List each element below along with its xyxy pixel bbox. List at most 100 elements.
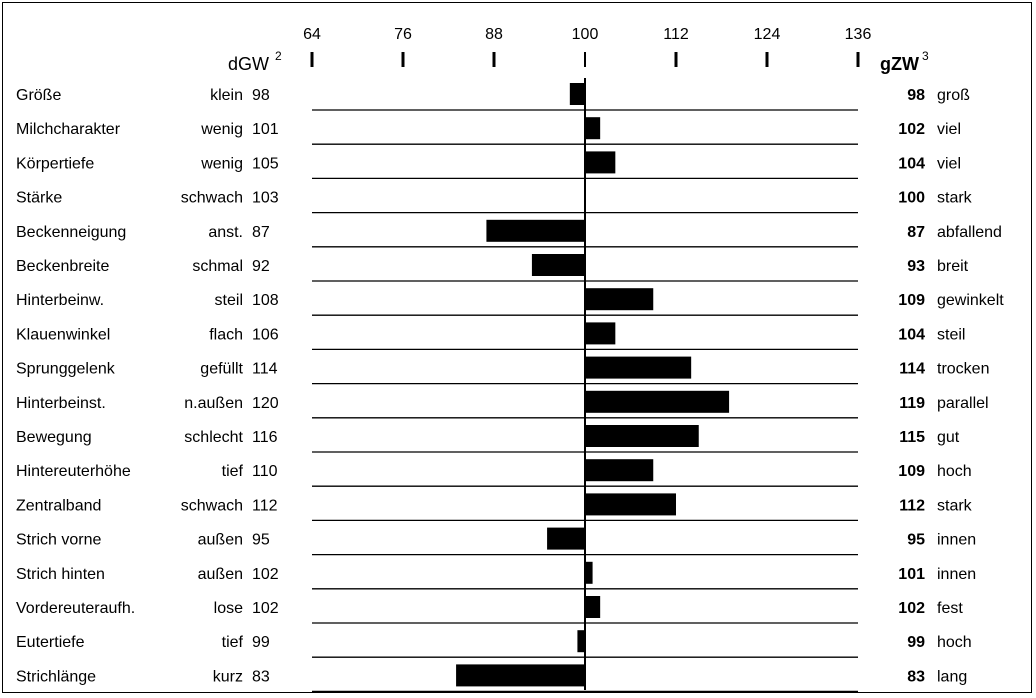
low-pole-label: wenig <box>200 155 243 172</box>
gzw-value: 100 <box>898 190 925 207</box>
high-pole-label: hoch <box>937 634 972 651</box>
gzw-value: 87 <box>907 224 925 241</box>
tick-label: 88 <box>485 26 503 43</box>
dgw-value: 108 <box>252 292 279 309</box>
dgw-value: 106 <box>252 326 279 343</box>
trait-label: Zentralband <box>16 497 101 514</box>
low-pole-label: schwach <box>181 190 243 207</box>
high-pole-label: gut <box>937 429 960 446</box>
dgw-value: 110 <box>252 463 278 480</box>
high-pole-label: groß <box>937 87 970 104</box>
bar <box>585 151 616 174</box>
high-pole-label: breit <box>937 258 969 275</box>
high-pole-label: stark <box>937 190 973 207</box>
gzw-value: 83 <box>907 668 925 685</box>
bar <box>585 459 654 482</box>
trait-label: Körpertiefe <box>16 155 94 172</box>
low-pole-label: schlecht <box>184 429 243 446</box>
bar <box>585 288 654 311</box>
high-pole-label: fest <box>937 600 963 617</box>
trait-label: Klauenwinkel <box>16 326 110 343</box>
bar <box>547 527 585 550</box>
gzw-value: 104 <box>898 326 925 343</box>
gzw-value: 104 <box>898 155 925 172</box>
low-pole-label: kurz <box>213 668 243 685</box>
bar <box>486 219 585 242</box>
gzw-value: 93 <box>907 258 925 275</box>
bar <box>585 356 692 379</box>
dgw-value: 98 <box>252 87 270 104</box>
high-pole-label: trocken <box>937 361 989 378</box>
right-header-sup: 3 <box>922 49 929 63</box>
gzw-value: 114 <box>899 361 925 378</box>
gzw-value: 112 <box>899 497 925 514</box>
low-pole-label: anst. <box>208 224 243 241</box>
tick-label: 76 <box>394 26 412 43</box>
bar <box>531 254 585 276</box>
bar <box>585 390 730 413</box>
gzw-value: 102 <box>898 121 925 138</box>
gzw-value: 115 <box>899 429 925 446</box>
dgw-value: 114 <box>252 361 278 378</box>
tick-label: 64 <box>303 26 321 43</box>
high-pole-label: lang <box>937 668 967 685</box>
dgw-value: 101 <box>252 121 279 138</box>
high-pole-label: stark <box>937 497 973 514</box>
trait-label: Vordereuteraufh. <box>16 600 135 617</box>
low-pole-label: steil <box>215 292 243 309</box>
trait-label: Bewegung <box>16 429 92 446</box>
bar <box>585 425 699 447</box>
trait-label: Hinterbeinw. <box>16 292 104 309</box>
bar <box>585 596 601 618</box>
dgw-value: 92 <box>252 258 270 275</box>
dgw-value: 83 <box>252 668 270 685</box>
gzw-value: 102 <box>898 600 925 617</box>
gzw-value: 109 <box>898 292 925 309</box>
low-pole-label: schmal <box>192 258 243 275</box>
dgw-value: 99 <box>252 634 270 651</box>
trait-label: Stärke <box>16 190 62 207</box>
high-pole-label: abfallend <box>937 224 1002 241</box>
low-pole-label: außen <box>198 532 243 549</box>
tick-label: 124 <box>754 26 781 43</box>
dgw-value: 116 <box>252 429 278 446</box>
high-pole-label: innen <box>937 566 976 583</box>
dgw-value: 102 <box>252 600 279 617</box>
tick-label: 100 <box>572 26 599 43</box>
trait-label: Eutertiefe <box>16 634 85 651</box>
high-pole-label: viel <box>937 155 961 172</box>
dgw-value: 102 <box>252 566 279 583</box>
dgw-value: 120 <box>252 395 279 412</box>
high-pole-label: viel <box>937 121 961 138</box>
low-pole-label: lose <box>214 600 243 617</box>
gzw-value: 101 <box>898 566 925 583</box>
tick-label: 112 <box>663 26 689 43</box>
low-pole-label: außen <box>198 566 243 583</box>
high-pole-label: innen <box>937 532 976 549</box>
trait-label: Strich vorne <box>16 532 101 549</box>
high-pole-label: parallel <box>937 395 989 412</box>
trait-label: Strich hinten <box>16 566 105 583</box>
left-header-dgw: dGW <box>228 54 269 74</box>
trait-label: Beckenneigung <box>16 224 126 241</box>
low-pole-label: schwach <box>181 497 243 514</box>
left-header-sup: 2 <box>275 49 282 63</box>
high-pole-label: gewinkelt <box>937 292 1004 309</box>
dgw-value: 87 <box>252 224 270 241</box>
low-pole-label: tief <box>222 463 244 480</box>
low-pole-label: wenig <box>200 121 243 138</box>
high-pole-label: hoch <box>937 463 972 480</box>
trait-label: Größe <box>16 87 61 104</box>
low-pole-label: flach <box>209 326 243 343</box>
right-header-gzw: gZW <box>880 54 919 74</box>
bar <box>585 322 616 345</box>
bar <box>569 83 585 105</box>
trait-label: Beckenbreite <box>16 258 109 275</box>
trait-label: Hinterbeinst. <box>16 395 106 412</box>
gzw-value: 98 <box>907 87 925 104</box>
gzw-value: 95 <box>907 532 925 549</box>
dgw-value: 112 <box>252 497 278 514</box>
low-pole-label: tief <box>222 634 244 651</box>
